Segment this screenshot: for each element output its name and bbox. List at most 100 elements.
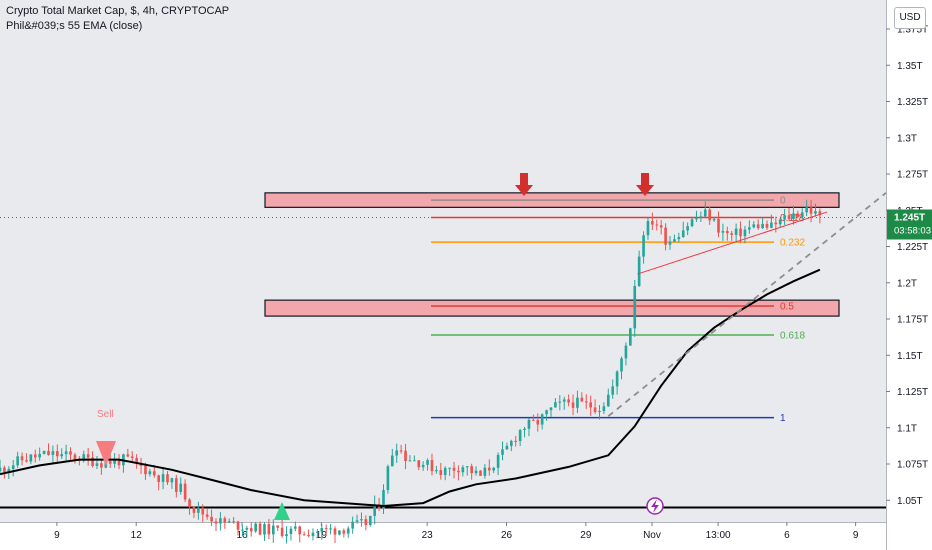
- price-tick-label: 1.275T: [897, 170, 928, 181]
- candle-body: [695, 217, 698, 220]
- indicator-label: Phil&#039;s 55 EMA (close): [6, 20, 143, 32]
- candle-body: [351, 521, 354, 529]
- currency-button[interactable]: USD: [894, 7, 926, 29]
- countdown-label: 03:58:03: [894, 226, 931, 237]
- fib-label-0.232: 0.232: [780, 238, 805, 249]
- time-tick-label: Nov: [643, 530, 661, 541]
- last-price-label: 1.245T: [894, 213, 925, 224]
- candle-body: [646, 220, 650, 236]
- candle-body: [505, 445, 509, 450]
- down-arrow-icon-1: [515, 173, 533, 196]
- candle-body: [734, 228, 738, 235]
- candle-body: [510, 440, 513, 446]
- price-tick-label: 1.225T: [897, 242, 928, 253]
- ema-55-line: [0, 268, 821, 508]
- candle-body: [778, 219, 782, 225]
- candle-body: [748, 227, 751, 230]
- time-tick-label: 6: [784, 530, 790, 541]
- candle-body: [113, 459, 116, 464]
- candle-body: [7, 468, 11, 472]
- candle-body: [188, 499, 191, 507]
- candle-body: [100, 463, 103, 468]
- price-tick-label: 1.175T: [897, 315, 928, 326]
- time-tick-label: 26: [501, 530, 513, 541]
- candle-body: [179, 483, 183, 492]
- candle-body: [452, 467, 456, 471]
- candle-body: [166, 474, 169, 483]
- candle-body: [258, 523, 262, 535]
- candle-body: [91, 457, 94, 467]
- candle-body: [201, 507, 205, 515]
- candle-body: [73, 454, 77, 460]
- candle-body: [3, 467, 6, 472]
- candle-body: [395, 450, 399, 456]
- candle-body: [800, 212, 804, 217]
- candle-body: [620, 358, 623, 372]
- candle-body: [651, 220, 654, 225]
- candle-body: [364, 519, 368, 526]
- candle-body: [126, 454, 130, 457]
- candle-body: [342, 530, 346, 534]
- candle-body: [448, 467, 451, 469]
- candle-body: [135, 457, 138, 463]
- candle-body: [360, 519, 363, 521]
- candle-body: [492, 467, 496, 471]
- candle-body: [42, 450, 46, 454]
- candle-body: [245, 527, 249, 530]
- candle-body: [373, 504, 376, 516]
- candle-body: [214, 521, 218, 524]
- candle-body: [263, 524, 266, 535]
- candle-body: [161, 474, 165, 482]
- candle-body: [624, 345, 628, 359]
- price-tick-label: 1.075T: [897, 460, 928, 471]
- candle-body: [752, 224, 756, 228]
- candle-body: [483, 467, 487, 476]
- candle-body: [501, 449, 504, 455]
- price-tick-label: 1.05T: [897, 496, 923, 507]
- candle-body: [681, 230, 685, 238]
- sell-marker-icon: [96, 441, 116, 466]
- candle-body: [294, 526, 297, 529]
- candle-body: [761, 223, 764, 229]
- price-tick-label: 1.35T: [897, 61, 923, 72]
- candle-body: [439, 470, 443, 476]
- time-tick-label: 29: [580, 530, 592, 541]
- candle-body: [430, 460, 434, 472]
- candle-body: [668, 241, 672, 245]
- candle-body: [86, 454, 90, 458]
- candle-body: [765, 223, 769, 228]
- candle-body: [787, 215, 791, 220]
- candle-body: [598, 411, 601, 413]
- candle-body: [205, 514, 209, 517]
- candle-body: [699, 216, 703, 218]
- rising-support-line: [637, 211, 828, 275]
- candle-body: [809, 207, 813, 214]
- candle-body: [157, 475, 161, 482]
- candle-body: [712, 219, 716, 221]
- candle-body: [47, 450, 50, 455]
- candle-body: [20, 456, 24, 461]
- candle-body: [774, 222, 778, 225]
- candle-body: [254, 523, 257, 532]
- candle-body: [183, 483, 187, 500]
- candle-body: [285, 534, 288, 537]
- time-tick-label: 13:00: [706, 530, 731, 541]
- candle-body: [637, 256, 641, 287]
- candle-body: [25, 460, 28, 462]
- candle-body: [487, 467, 491, 471]
- candle-body: [571, 402, 575, 408]
- candle-body: [580, 397, 584, 402]
- candle-body: [730, 233, 734, 235]
- candle-body: [338, 530, 341, 535]
- time-tick-label: 23: [422, 530, 434, 541]
- candle-body: [329, 528, 332, 530]
- candle-body: [721, 231, 725, 233]
- candle-body: [540, 414, 544, 425]
- candle-body: [796, 213, 800, 217]
- candle-body: [606, 394, 610, 407]
- price-tick-label: 1.2T: [897, 278, 917, 289]
- candle-body: [148, 471, 152, 475]
- candle-body: [174, 478, 178, 492]
- candle-body: [655, 224, 659, 226]
